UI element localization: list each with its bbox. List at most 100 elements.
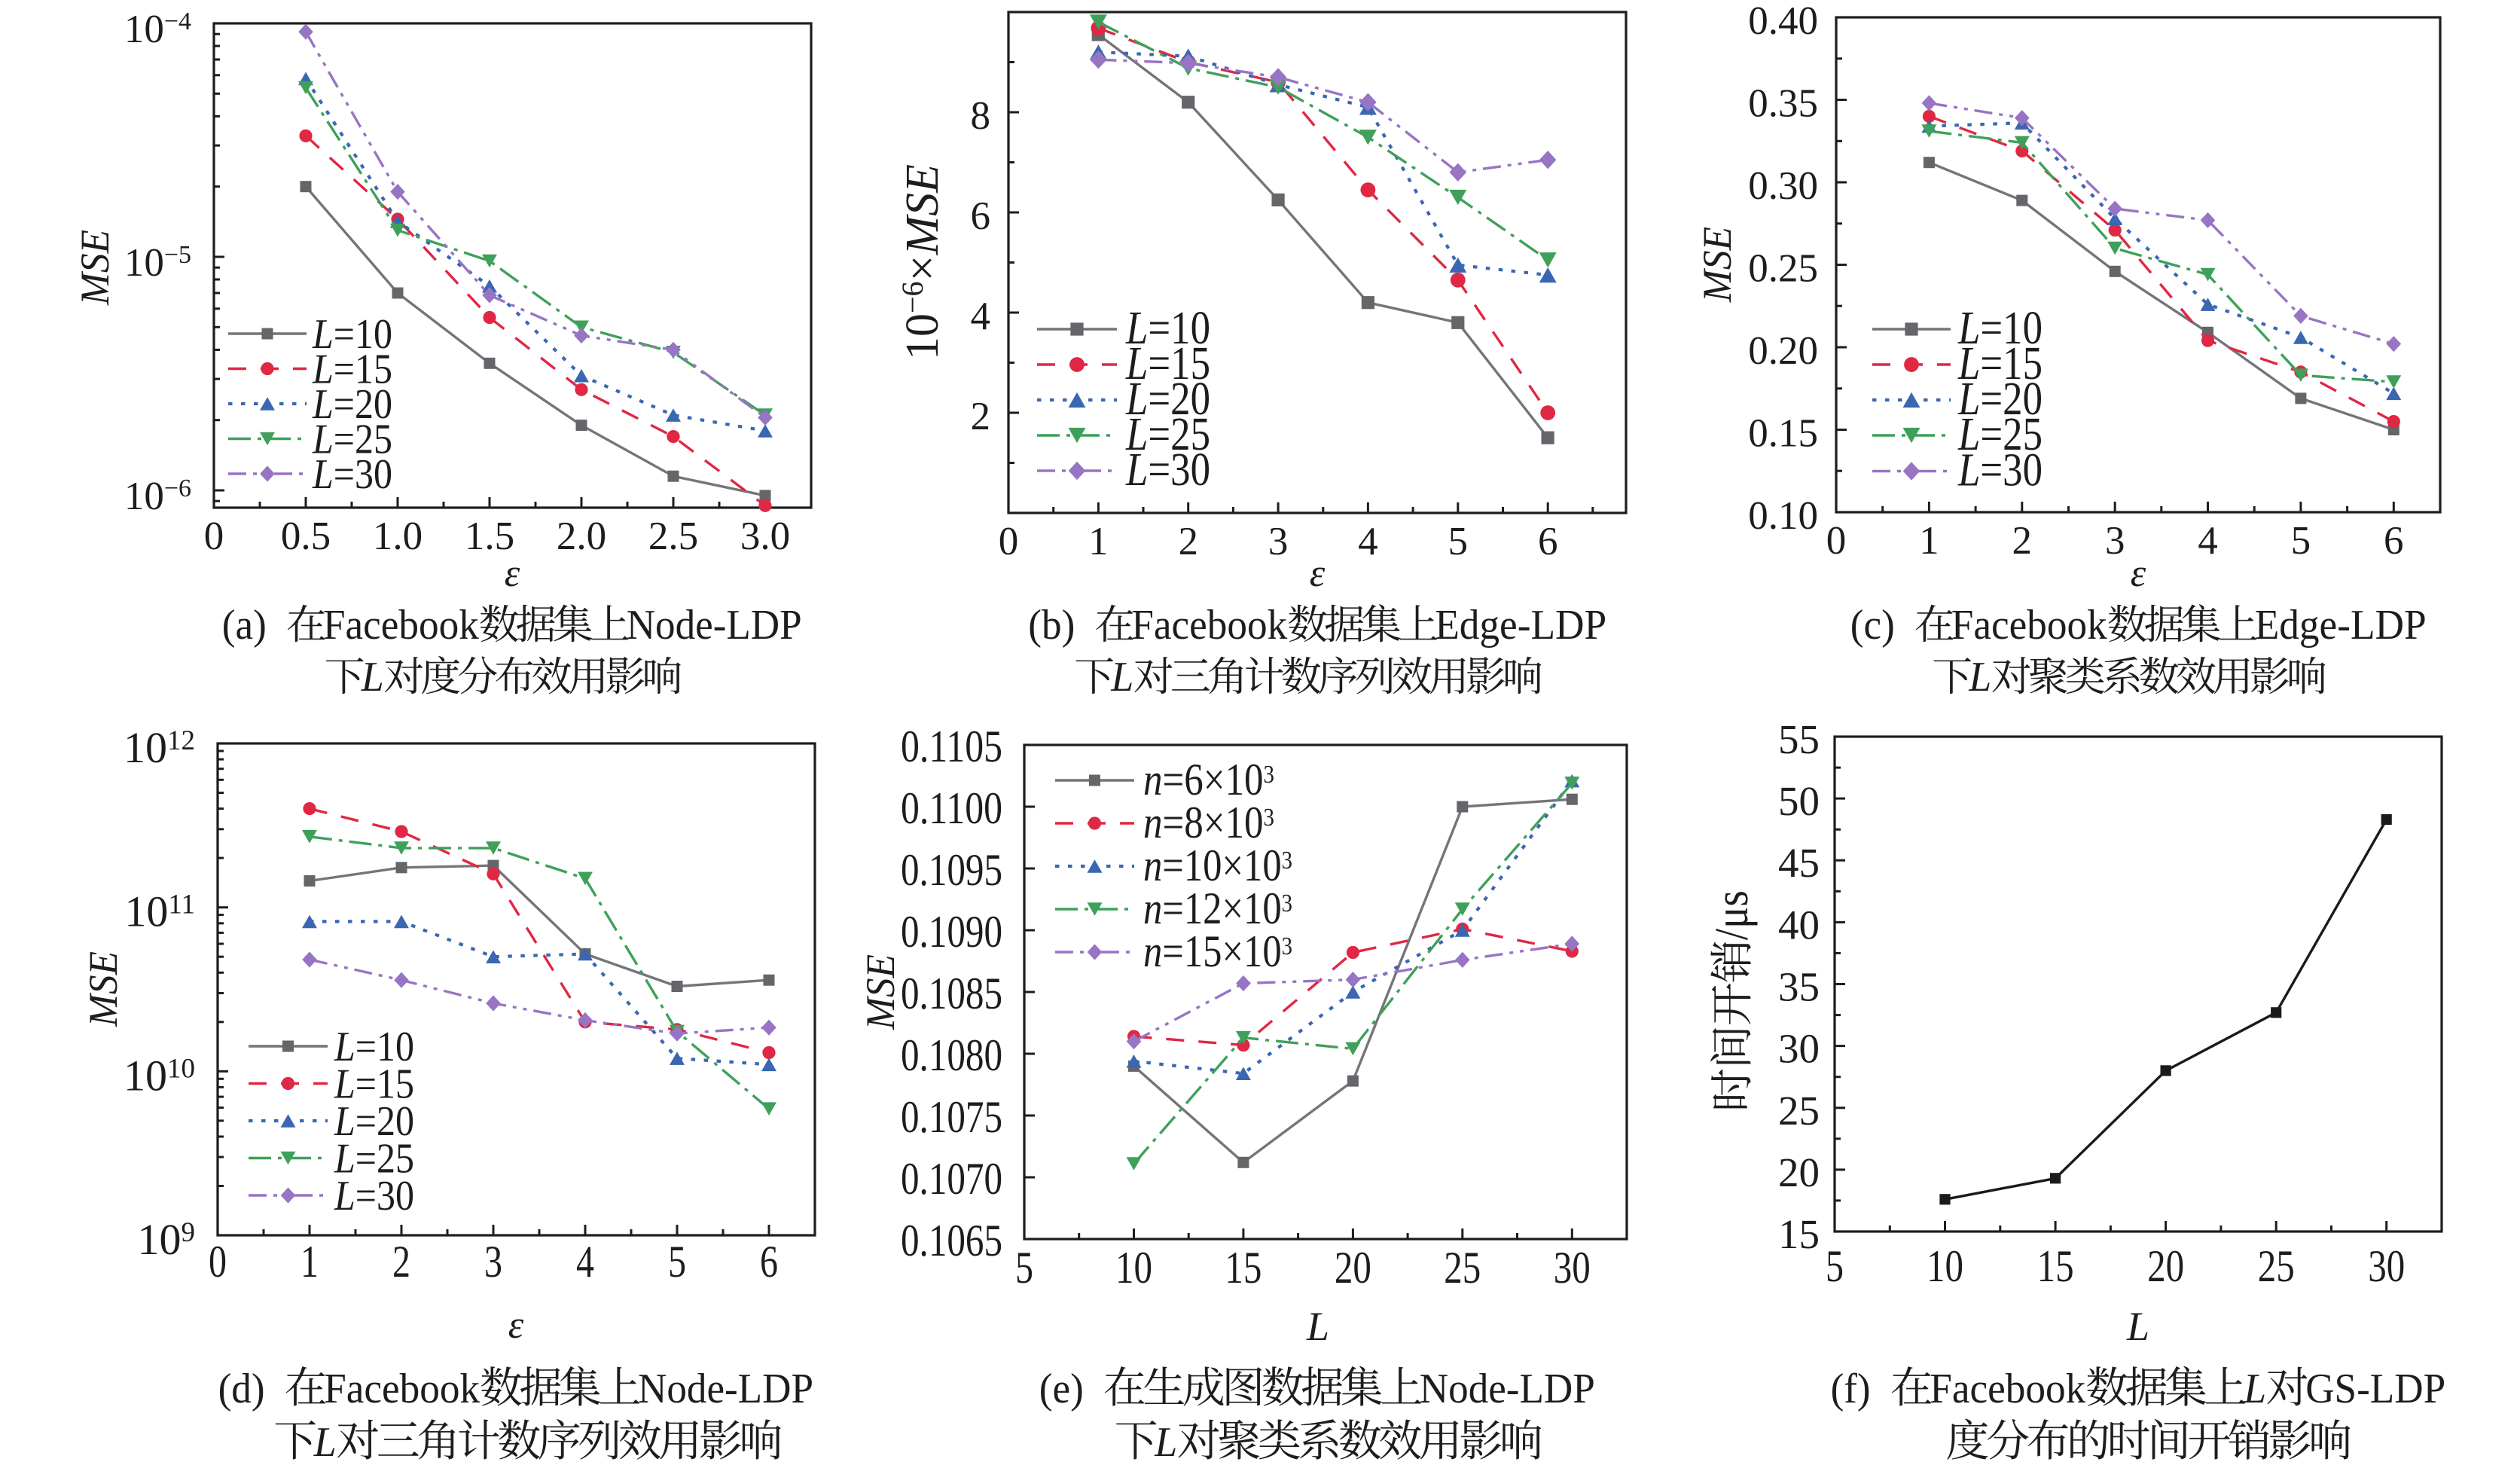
svg-text:L: L [1306,1304,1329,1349]
svg-text:Facebook: Facebook [323,602,479,649]
svg-text:L=10: L=10 [1125,303,1210,354]
svg-text:4: 4 [576,1237,594,1286]
svg-text:(b): (b) [1028,602,1075,649]
svg-text:4: 4 [2198,519,2218,563]
svg-text:ε: ε [505,552,520,595]
svg-text:n=15×103: n=15×103 [1143,926,1292,976]
svg-text:L=30: L=30 [1957,445,2043,496]
svg-text:L=20: L=20 [334,1098,414,1145]
svg-text:1: 1 [1088,520,1109,563]
svg-text:L: L [1154,1419,1177,1462]
svg-text:0: 0 [1826,519,1847,563]
svg-text:L=30: L=30 [334,1173,414,1219]
svg-text:0.1085: 0.1085 [901,969,1002,1018]
svg-text:L=30: L=30 [312,451,392,498]
svg-text:6: 6 [2384,519,2404,563]
svg-text:0.35: 0.35 [1748,82,1818,126]
svg-text:15: 15 [1778,1211,1820,1257]
svg-text:1011: 1011 [124,887,195,936]
svg-text:0.10: 0.10 [1748,494,1818,538]
svg-text:0.20: 0.20 [1748,329,1818,373]
svg-text:25: 25 [1444,1243,1481,1293]
svg-text:1010: 1010 [124,1051,195,1100]
svg-text:30: 30 [2368,1241,2405,1291]
svg-text:n=10×103: n=10×103 [1143,841,1292,890]
svg-text:MSE: MSE [1695,227,1740,303]
svg-text:10−6×MSE: 10−6×MSE [895,164,948,360]
svg-text:L=20: L=20 [1957,374,2043,425]
svg-text:20: 20 [2147,1241,2184,1291]
svg-text:Facebook: Facebook [1930,1366,2085,1412]
svg-text:30: 30 [1554,1243,1591,1293]
svg-text:1: 1 [1919,519,1939,563]
svg-text:0: 0 [209,1237,227,1286]
svg-text:L: L [2126,1304,2149,1349]
svg-text:0.1080: 0.1080 [901,1030,1002,1080]
svg-text:1.0: 1.0 [373,514,423,558]
svg-text:/μs: /μs [1707,890,1758,940]
svg-text:0.1095: 0.1095 [901,845,1002,895]
svg-text:0.1065: 0.1065 [901,1216,1002,1265]
svg-text:3: 3 [2105,519,2125,563]
svg-text:20: 20 [1335,1243,1371,1293]
svg-text:L: L [2243,1366,2266,1412]
svg-text:0: 0 [999,520,1019,563]
svg-text:L=10: L=10 [334,1024,414,1070]
svg-text:5: 5 [2291,519,2311,563]
svg-text:35: 35 [1778,964,1820,1010]
svg-text:Node-LDP: Node-LDP [638,1366,813,1412]
svg-text:0.5: 0.5 [281,514,331,558]
svg-text:Node-LDP: Node-LDP [627,602,802,649]
svg-text:Facebook: Facebook [324,1366,480,1412]
svg-text:L=10: L=10 [1957,303,2043,354]
svg-text:2: 2 [1178,520,1198,563]
svg-text:2.0: 2.0 [557,514,606,558]
svg-text:2: 2 [392,1237,410,1286]
svg-text:5: 5 [668,1237,686,1286]
svg-text:6: 6 [1538,520,1558,563]
svg-text:10−4: 10−4 [124,8,191,51]
svg-text:6: 6 [971,194,991,238]
svg-text:MSE: MSE [72,230,117,306]
svg-text:L=25: L=25 [334,1136,414,1183]
svg-text:10−6: 10−6 [124,475,191,518]
svg-text:ε: ε [1310,552,1326,595]
svg-text:L=25: L=25 [312,417,392,463]
svg-text:Node-LDP: Node-LDP [1420,1366,1595,1412]
svg-text:MSE: MSE [858,954,903,1030]
svg-text:L=15: L=15 [312,346,392,393]
svg-text:GS-LDP: GS-LDP [2305,1366,2445,1412]
svg-text:5: 5 [1015,1243,1033,1293]
svg-text:(d): (d) [218,1366,265,1412]
svg-text:3: 3 [484,1237,502,1286]
svg-text:L=15: L=15 [1125,338,1210,389]
svg-text:n=6×103: n=6×103 [1143,755,1274,804]
svg-text:20: 20 [1778,1149,1820,1195]
svg-text:0.1070: 0.1070 [901,1154,1002,1204]
svg-text:0.25: 0.25 [1748,247,1818,291]
svg-text:L=15: L=15 [334,1061,414,1108]
svg-text:5: 5 [1448,520,1469,563]
svg-text:1: 1 [301,1237,319,1286]
svg-text:0.1100: 0.1100 [901,783,1002,833]
svg-text:Edge-LDP: Edge-LDP [1435,602,1606,649]
svg-text:0.1075: 0.1075 [901,1092,1002,1142]
svg-text:L=25: L=25 [1957,409,2043,460]
svg-text:(f): (f) [1831,1366,1871,1412]
svg-text:4: 4 [971,295,991,338]
svg-text:MSE: MSE [81,951,126,1027]
svg-text:L: L [1110,654,1133,700]
svg-text:40: 40 [1778,902,1820,948]
svg-text:L=15: L=15 [1957,338,2043,389]
svg-text:10: 10 [1927,1241,1963,1291]
svg-text:Facebook: Facebook [1131,602,1287,649]
svg-text:L: L [361,654,384,700]
svg-text:0.1105: 0.1105 [901,722,1002,771]
svg-text:0.1090: 0.1090 [901,907,1002,957]
svg-text:50: 50 [1778,778,1820,824]
svg-text:Edge-LDP: Edge-LDP [2255,602,2427,649]
svg-text:2.5: 2.5 [648,514,698,558]
svg-text:10−5: 10−5 [124,241,191,285]
svg-text:30: 30 [1778,1026,1820,1072]
svg-text:15: 15 [2037,1241,2074,1291]
